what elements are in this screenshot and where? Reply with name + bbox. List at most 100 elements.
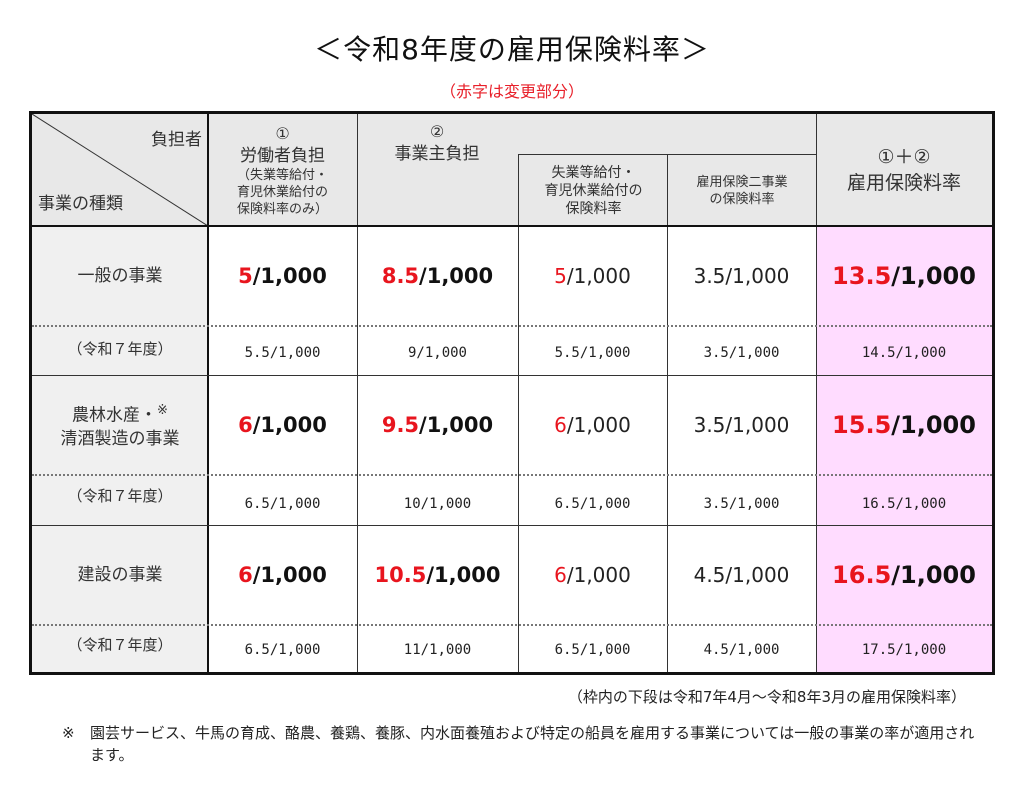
previous-unemployment-rate: 5.5/1,000	[554, 345, 631, 361]
employer-two-programs-rate: 3.5/1,000	[693, 263, 790, 288]
rate-denominator: /1,000	[891, 411, 976, 439]
rate-denominator: /1,000	[252, 563, 327, 587]
grid-line	[207, 114, 209, 672]
row-label-construction: 建設の事業	[77, 565, 163, 585]
col2-title: 事業主負担	[394, 144, 480, 164]
header-bg	[32, 114, 992, 226]
changed-value: 6	[554, 563, 567, 587]
col3-title: 雇用保険料率	[846, 172, 961, 194]
rate-denominator: /1,000	[252, 413, 327, 437]
rate-denominator: /1,000	[891, 561, 976, 589]
previous-employer-rate: 10/1,000	[403, 496, 472, 512]
changed-value: 5	[554, 263, 567, 288]
worker-rate: 6/1,000	[208, 376, 357, 474]
previous-total-rate: 16.5/1,000	[861, 496, 947, 512]
previous-employer-rate: 9/1,000	[407, 345, 467, 361]
row-label-agriculture: 農林水産・※ 清酒製造の事業	[32, 376, 208, 474]
previous-year-label: （令和７年度）	[67, 340, 173, 358]
subtitle-note: （赤字は変更部分）	[439, 82, 584, 101]
previous-unemployment-rate: 6.5/1,000	[554, 496, 631, 512]
total-column-bg	[816, 226, 992, 672]
corner-bottom-label: 事業の種類	[38, 194, 123, 214]
col2a-text: 育児休業給付の	[544, 183, 643, 199]
rate-denominator: /1,000	[252, 263, 327, 288]
grid-line	[32, 525, 992, 526]
label-text: 農林水産・	[72, 405, 158, 426]
total-rate: 16.5/1,000	[816, 526, 992, 624]
employer-two-programs-rate: 3.5/1,000	[693, 413, 790, 437]
changed-value: 13.5	[832, 261, 892, 290]
rate-denominator: /1,000	[566, 413, 631, 437]
employer-rate: 8.5/1,000	[357, 226, 518, 325]
total-rate: 15.5/1,000	[816, 376, 992, 474]
changed-value: 9.5	[381, 413, 420, 437]
rate-denominator: /1,000	[419, 263, 494, 288]
col3-number: ①＋②	[877, 146, 931, 168]
grid-line	[518, 154, 519, 672]
employer-unemployment-rate: 6/1,000	[518, 376, 667, 474]
label-text: 清酒製造の事業	[60, 429, 180, 450]
col1-note: （失業等給付・	[236, 167, 328, 183]
header-employer-unemployment: 失業等給付・ 育児休業給付の 保険料率	[519, 156, 668, 226]
col1-note: 保険料率のみ）	[236, 201, 328, 217]
grid-line	[518, 154, 816, 155]
changed-value: 15.5	[832, 411, 892, 439]
header-worker: ① 労働者負担 （失業等給付・ 育児休業給付の 保険料率のみ）	[208, 114, 357, 226]
header-employer: ② 事業主負担	[357, 118, 517, 168]
worker-rate: 6/1,000	[208, 526, 357, 624]
total-rate: 13.5/1,000	[816, 226, 992, 325]
col2a-text: 保険料率	[565, 201, 622, 217]
col2b-text: 雇用保険二事業	[696, 175, 788, 190]
previous-total-rate: 14.5/1,000	[861, 345, 947, 361]
dotted-divider	[32, 474, 992, 476]
employer-unemployment-rate: 5/1,000	[518, 226, 667, 325]
corner-top-label: 負担者	[151, 130, 202, 150]
col1-number: ①	[275, 123, 290, 143]
worker-rate: 5/1,000	[208, 226, 357, 325]
rate-denominator: /1,000	[566, 263, 631, 288]
rate-denominator: /1,000	[566, 563, 631, 587]
page-title: ＜令和8年度の雇用保険料率＞	[314, 33, 710, 66]
rate-denominator: /1,000	[419, 413, 494, 437]
grid-line	[32, 225, 992, 227]
changed-value: 5	[238, 263, 253, 288]
col2a-text: 失業等給付・	[551, 165, 636, 181]
row-label-general: 一般の事業	[77, 265, 163, 286]
changed-value: 16.5	[832, 561, 892, 589]
lower-row-note: （枠内の下段は令和7年4月～令和8年3月の雇用保険料率）	[567, 688, 966, 706]
header-total: ①＋② 雇用保険料率	[816, 114, 992, 226]
rate-denominator: /1,000	[426, 563, 501, 587]
previous-two-programs-rate: 3.5/1,000	[703, 496, 780, 512]
col2b-text: の保険料率	[709, 192, 775, 207]
previous-total-rate: 17.5/1,000	[861, 642, 947, 658]
changed-value: 6	[238, 413, 253, 437]
dotted-divider	[32, 325, 992, 327]
col1-title: 労働者負担	[240, 145, 325, 166]
insurance-rate-table: 負担者 事業の種類 ① 労働者負担 （失業等給付・ 育児休業給付の 保険料率のみ…	[29, 111, 995, 675]
previous-two-programs-rate: 3.5/1,000	[703, 345, 780, 361]
footnote-text: 園芸サービス、牛馬の育成、酪農、養鶏、養豚、内水面養殖および特定の船員を雇用する…	[90, 724, 975, 764]
previous-two-programs-rate: 4.5/1,000	[703, 642, 780, 658]
grid-line	[357, 114, 358, 672]
col2-number: ②	[429, 122, 445, 141]
col1-note: 育児休業給付の	[236, 184, 328, 200]
previous-employer-rate: 11/1,000	[403, 642, 472, 658]
previous-unemployment-rate: 6.5/1,000	[554, 642, 631, 658]
previous-worker-rate: 6.5/1,000	[244, 496, 321, 512]
changed-value: 6	[554, 413, 567, 437]
employer-two-programs-rate: 4.5/1,000	[693, 563, 790, 587]
previous-worker-rate: 6.5/1,000	[244, 642, 321, 658]
footnote-mark: ※	[157, 402, 168, 418]
footnote: ※ 園芸サービス、牛馬の育成、酪農、養鶏、養豚、内水面養殖および特定の船員を雇用…	[62, 722, 982, 766]
label-column-bg	[32, 226, 208, 672]
header-employer-two-programs: 雇用保険二事業 の保険料率	[668, 156, 816, 226]
previous-year-label: （令和７年度）	[67, 487, 173, 505]
dotted-divider	[32, 624, 992, 626]
employer-rate: 10.5/1,000	[357, 526, 518, 624]
employer-unemployment-rate: 6/1,000	[518, 526, 667, 624]
label-line: 農林水産・※	[72, 399, 168, 428]
previous-worker-rate: 5.5/1,000	[244, 345, 321, 361]
previous-year-label: （令和７年度）	[67, 636, 173, 654]
corner-diagonal	[32, 114, 208, 226]
grid-line	[667, 154, 668, 672]
